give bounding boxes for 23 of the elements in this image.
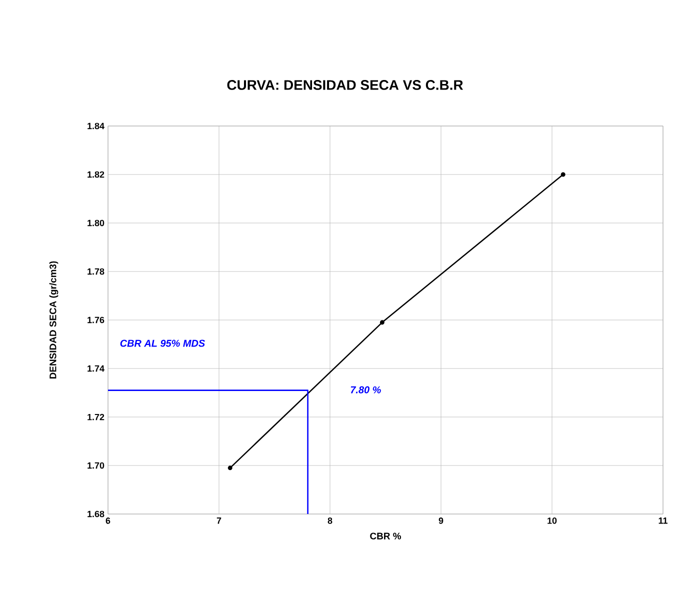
y-tick-label: 1.72 (88, 414, 104, 420)
x-tick-label: 6 (106, 518, 110, 524)
y-tick-label: 1.80 (88, 220, 104, 226)
chart-title: CURVA: DENSIDAD SECA VS C.B.R (227, 80, 464, 90)
x-tick-label: 11 (658, 518, 668, 524)
x-tick-label: 10 (548, 518, 557, 524)
x-axis-title: CBR % (370, 532, 402, 540)
point (228, 466, 232, 470)
annotation: CBR AL 95% MDS (120, 340, 205, 347)
point (380, 320, 384, 325)
annotation: 7.80 % (350, 386, 381, 394)
y-tick-label: 1.84 (88, 122, 104, 130)
x-tick-label: 9 (438, 518, 444, 524)
y-tick-label: 1.68 (88, 510, 104, 518)
y-tick-label: 1.70 (88, 462, 104, 469)
y-tick-label: 1.74 (88, 365, 104, 372)
y-tick-label: 1.76 (88, 316, 104, 324)
point (560, 172, 566, 177)
y-tick-label: 1.78 (88, 268, 104, 275)
y-tick-label: 1.82 (88, 171, 104, 178)
x-tick-label: 7 (216, 518, 222, 524)
y-axis-title: DENSIDAD SECA (gr/cm3) (49, 261, 58, 379)
x-tick-label: 8 (328, 518, 332, 524)
